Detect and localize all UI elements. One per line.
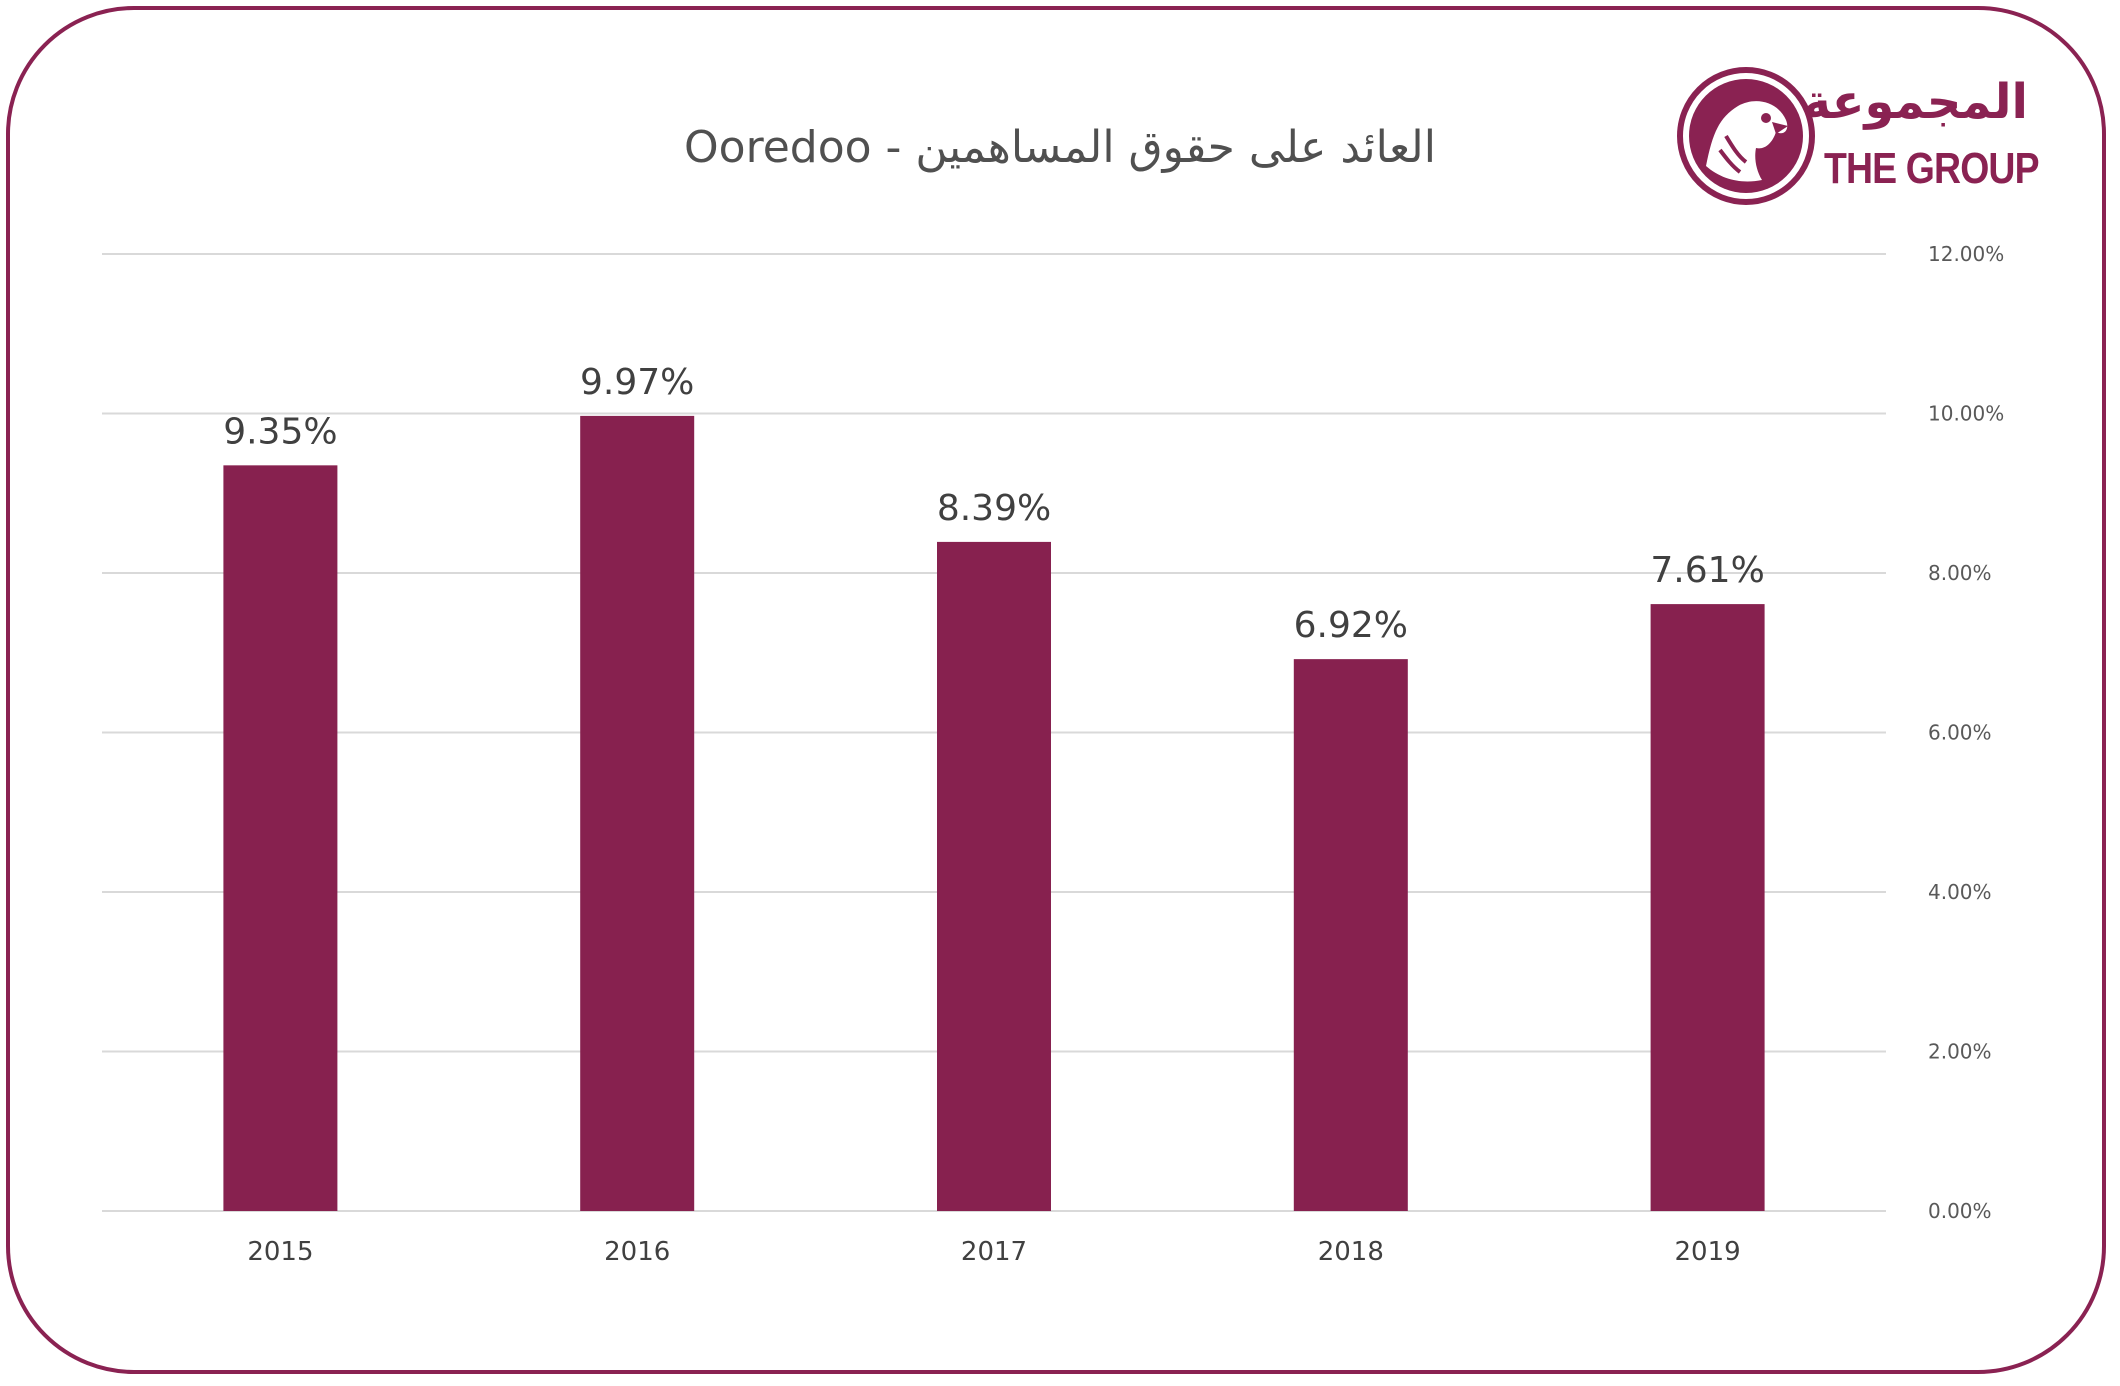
data-label: 8.39% bbox=[937, 488, 1051, 529]
y-tick-label: 0.00% bbox=[1928, 1199, 1992, 1223]
data-label: 9.35% bbox=[223, 411, 337, 452]
x-category-label: 2017 bbox=[961, 1237, 1027, 1267]
bar bbox=[1293, 659, 1408, 1211]
falcon-emblem-icon bbox=[1677, 67, 1815, 205]
company-logo: المجموعة THE GROUP bbox=[1676, 66, 2040, 206]
data-label: 6.92% bbox=[1294, 605, 1408, 646]
chart-title: العائد على حقوق المساهمين - Ooredoo bbox=[684, 122, 1436, 173]
y-tick-label: 8.00% bbox=[1928, 561, 1992, 585]
data-label: 7.61% bbox=[1650, 550, 1764, 591]
y-tick-label: 2.00% bbox=[1928, 1040, 1992, 1064]
x-category-label: 2015 bbox=[247, 1237, 313, 1267]
chart-frame bbox=[6, 6, 2106, 1374]
data-label: 9.97% bbox=[580, 362, 694, 403]
y-tick-label: 6.00% bbox=[1928, 721, 1992, 745]
y-tick-label: 12.00% bbox=[1928, 242, 2004, 266]
y-tick-label: 4.00% bbox=[1928, 880, 1992, 904]
y-tick-label: 10.00% bbox=[1928, 402, 2004, 426]
x-category-label: 2019 bbox=[1675, 1237, 1741, 1267]
logo-arabic-text: المجموعة bbox=[1802, 74, 2028, 130]
bar bbox=[580, 415, 695, 1212]
x-category-label: 2016 bbox=[604, 1237, 670, 1267]
bar bbox=[937, 541, 1051, 1211]
bar bbox=[1650, 604, 1765, 1211]
x-category-label: 2018 bbox=[1318, 1237, 1384, 1267]
bar bbox=[223, 465, 338, 1211]
